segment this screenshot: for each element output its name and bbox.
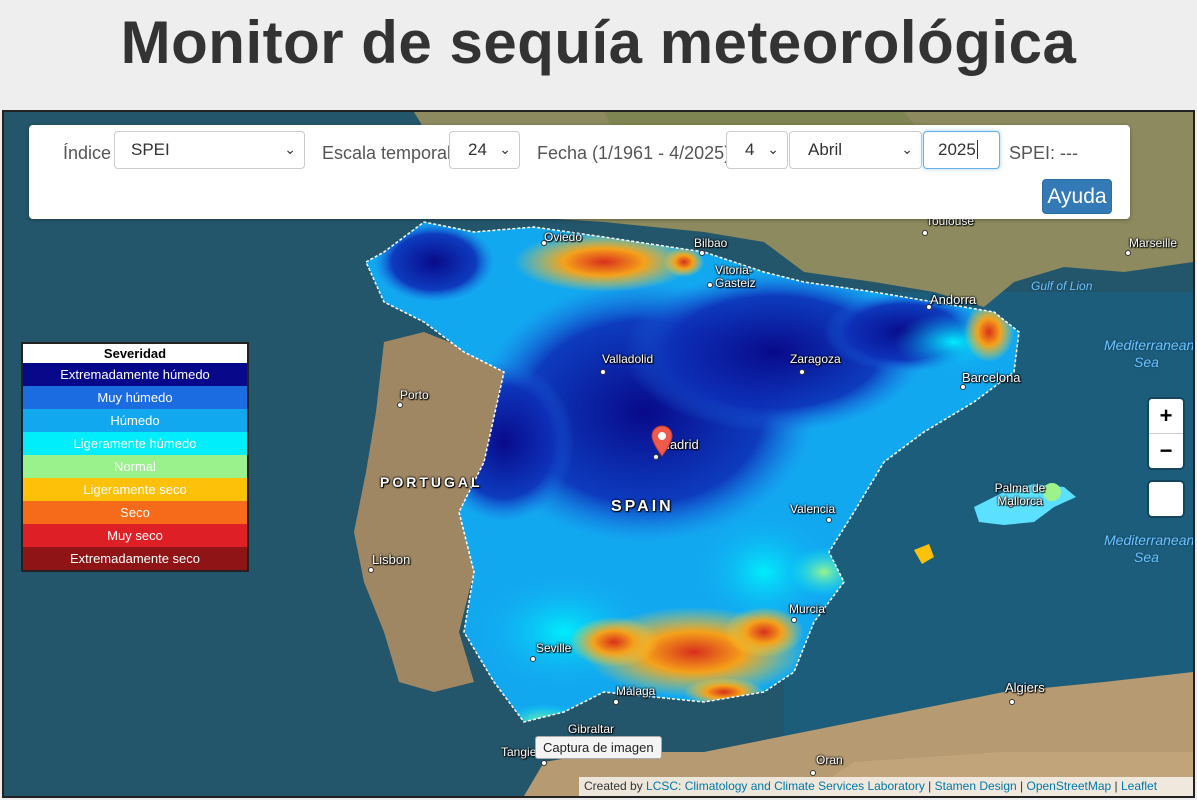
city-marker-toulouse	[922, 230, 928, 236]
map-label-zaragoza: Zaragoza	[790, 352, 841, 366]
city-marker-andorra	[926, 304, 932, 310]
page-header: Monitor de sequía meteorológica	[0, 0, 1197, 110]
chevron-down-icon: ⌄	[499, 141, 511, 157]
map-label-vitoria: Vitoria-Gasteiz	[715, 263, 756, 290]
city-marker-bilbao	[699, 250, 705, 256]
map-label-seville: Seville	[536, 641, 572, 655]
legend-item: Húmedo	[23, 409, 247, 432]
city-marker-oran	[810, 770, 816, 776]
map-label-tangier: Tangier	[501, 745, 541, 759]
month-name-select[interactable]: Abril ⌄	[789, 131, 922, 169]
city-marker-algiers	[1009, 699, 1015, 705]
location-pin-icon[interactable]	[651, 425, 673, 457]
city-marker-seville	[530, 656, 536, 662]
legend-item: Extremadamente seco	[23, 547, 247, 570]
help-button[interactable]: Ayuda	[1042, 179, 1112, 214]
index-select-value: SPEI	[131, 140, 170, 159]
attribution-link-stamen[interactable]: Stamen Design	[934, 779, 1017, 793]
map-label-mediterranean-sea-2: Mediterranean Sea	[1104, 532, 1195, 565]
map-label-algiers: Algiers	[1005, 680, 1045, 695]
city-marker-vitoria	[707, 282, 713, 288]
map-attribution: Created by LCSC: Climatology and Climate…	[579, 777, 1193, 796]
map-label-spain: SPAIN	[611, 498, 674, 515]
map-label-bilbao: Bilbao	[694, 236, 728, 250]
legend-item: Normal	[23, 455, 247, 478]
zoom-in-button[interactable]: +	[1149, 399, 1183, 434]
index-select[interactable]: SPEI ⌄	[114, 131, 305, 169]
index-label: Índice	[63, 143, 112, 163]
map-label-oviedo: Oviedo	[544, 230, 583, 244]
map-container[interactable]: Oviedo Bilbao Vitoria-Gasteiz Toulouse M…	[2, 110, 1195, 798]
map-label-portugal: PORTUGAL	[380, 474, 483, 490]
map-label-lisbon: Lisbon	[372, 552, 411, 567]
city-marker-porto	[397, 402, 403, 408]
scale-label: Escala temporal	[322, 143, 452, 163]
map-label-barcelona: Barcelona	[962, 370, 1021, 385]
legend-item: Muy húmedo	[23, 386, 247, 409]
capture-image-button[interactable]: Captura de imagen	[535, 736, 662, 759]
map-label-oran: Oran	[816, 753, 843, 767]
map-label-valladolid: Valladolid	[602, 352, 654, 366]
map-label-gibraltar: Gibraltar	[568, 722, 615, 736]
chevron-down-icon: ⌄	[284, 141, 296, 157]
city-marker-valladolid	[600, 369, 606, 375]
month-number-value: 4	[745, 140, 755, 159]
city-marker-madrid	[653, 454, 659, 460]
year-input-value: 2025	[938, 140, 976, 159]
city-marker-murcia	[791, 617, 797, 623]
city-marker-oviedo	[541, 240, 547, 246]
city-marker-tangier	[541, 760, 547, 766]
map-basemap	[4, 112, 1193, 796]
zoom-control: + −	[1147, 397, 1185, 470]
legend-item: Extremadamente húmedo	[23, 363, 247, 386]
chevron-down-icon: ⌄	[901, 141, 913, 157]
scale-select-value: 24	[468, 140, 487, 159]
map-label-palma: Palma de Mallorca	[994, 481, 1046, 508]
attribution-link-lcsc[interactable]: LCSC: Climatology and Climate Services L…	[646, 779, 925, 793]
map-label-malaga: Málaga	[616, 684, 656, 698]
layer-control-button[interactable]	[1147, 480, 1185, 518]
city-marker-lisbon	[368, 567, 374, 573]
legend-title: Severidad	[23, 344, 247, 363]
city-marker-palma	[1008, 502, 1014, 508]
controls-panel: Índice SPEI ⌄ Escala temporal 24 ⌄ Fecha…	[29, 125, 1130, 219]
year-input[interactable]: 2025	[923, 131, 1000, 169]
map-label-valencia: Valencia	[790, 502, 836, 516]
map-label-andorra: Andorra	[930, 292, 977, 307]
date-label: Fecha (1/1961 - 4/2025)	[537, 143, 731, 163]
city-marker-marseille	[1125, 250, 1131, 256]
month-name-value: Abril	[808, 140, 843, 159]
map-label-porto: Porto	[400, 388, 429, 402]
legend-item: Ligeramente seco	[23, 478, 247, 501]
legend-item: Ligeramente húmedo	[23, 432, 247, 455]
legend-item: Seco	[23, 501, 247, 524]
zoom-out-button[interactable]: −	[1159, 438, 1173, 463]
chevron-down-icon: ⌄	[767, 141, 779, 157]
city-marker-zaragoza	[799, 369, 805, 375]
map-label-murcia: Murcia	[789, 602, 826, 616]
map-label-gulf-of-lion: Gulf of Lion	[1031, 279, 1093, 293]
severity-legend: Severidad Extremadamente húmedo Muy húmed…	[21, 342, 249, 572]
month-number-select[interactable]: 4 ⌄	[726, 131, 788, 169]
legend-item: Muy seco	[23, 524, 247, 547]
city-marker-barcelona	[960, 384, 966, 390]
city-marker-valencia	[826, 517, 832, 523]
attribution-prefix: Created by	[584, 779, 643, 793]
map-label-mediterranean-sea-1: Mediterranean Sea	[1104, 337, 1195, 370]
page-title: Monitor de sequía meteorológica	[120, 9, 1077, 76]
map-label-marseille: Marseille	[1129, 236, 1178, 250]
attribution-link-leaflet[interactable]: Leaflet	[1121, 779, 1158, 793]
scale-select[interactable]: 24 ⌄	[449, 131, 520, 169]
attribution-link-osm[interactable]: OpenStreetMap	[1026, 779, 1112, 793]
city-marker-malaga	[613, 699, 619, 705]
spei-readout: SPEI: ---	[1009, 143, 1079, 163]
